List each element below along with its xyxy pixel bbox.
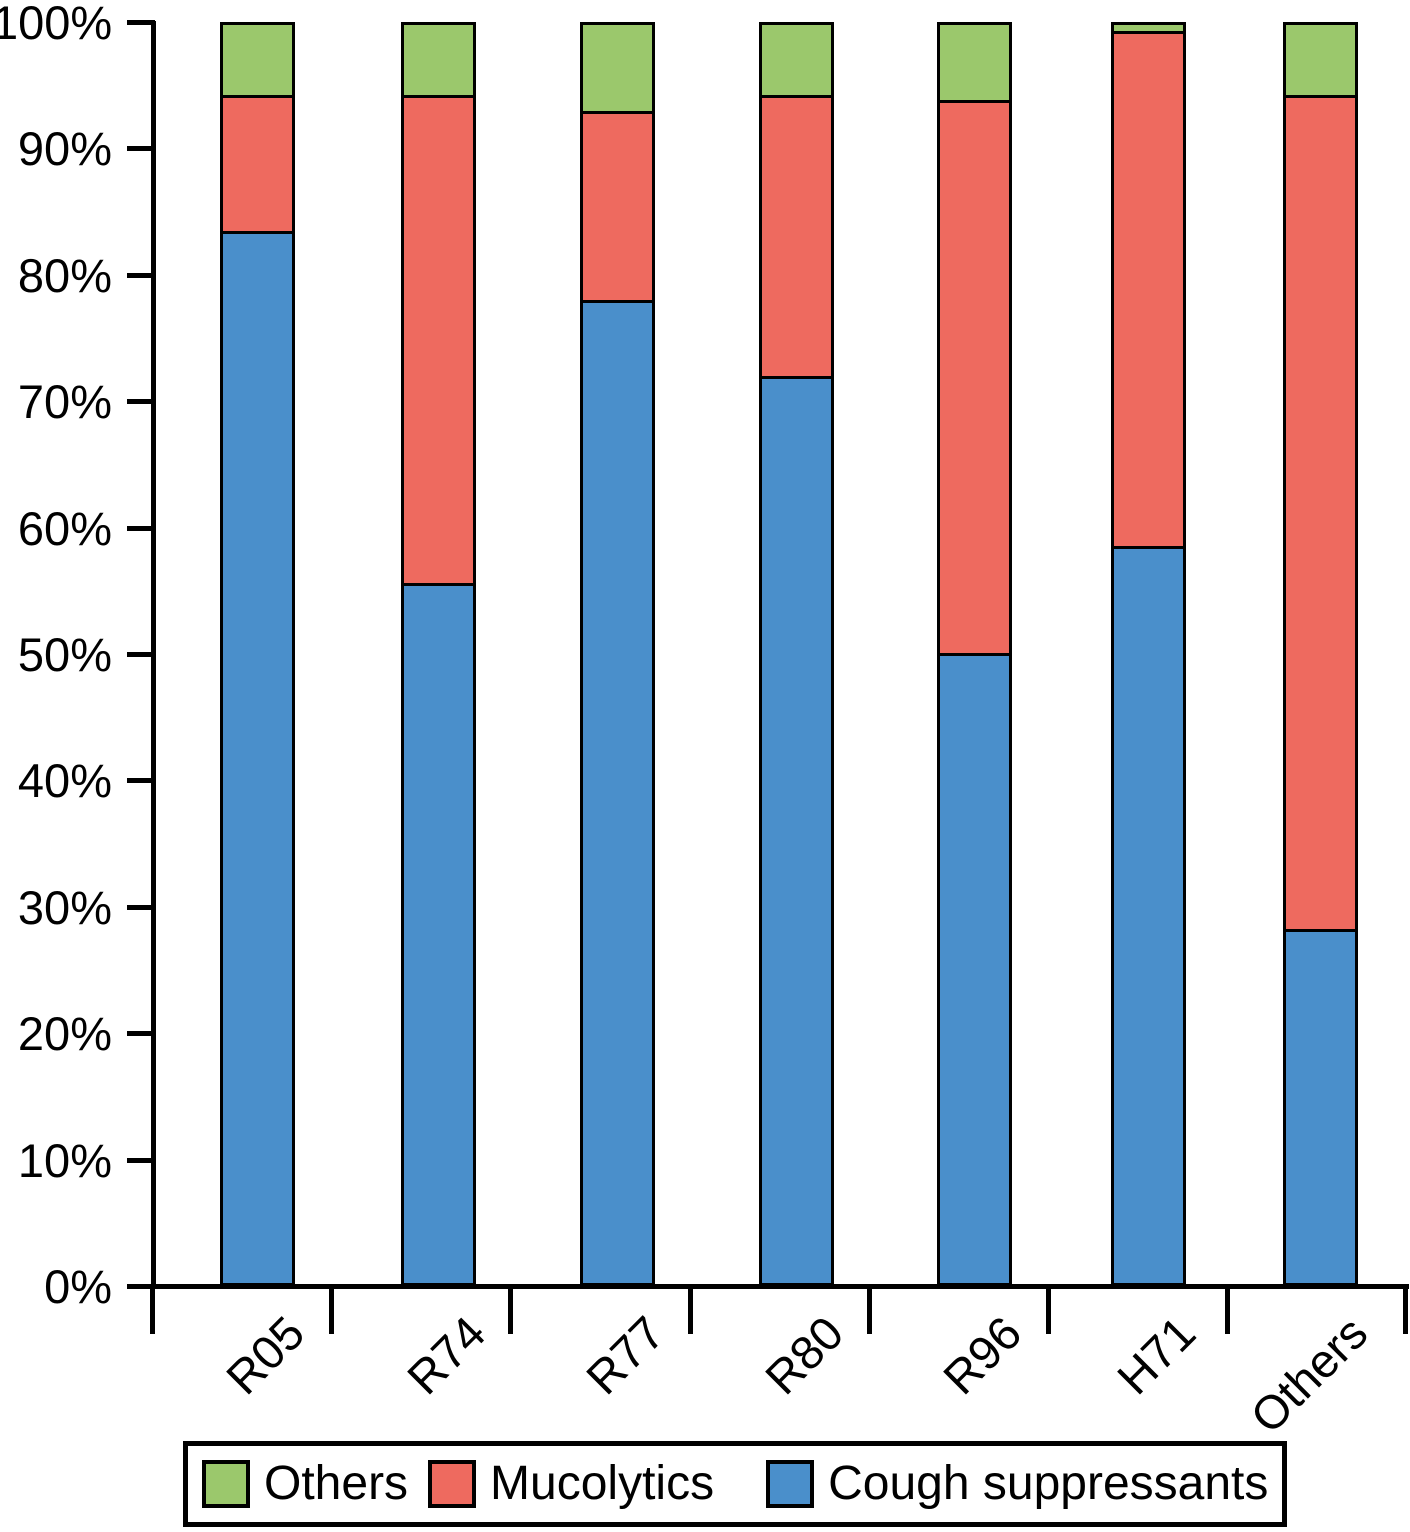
- bar-segment-mucolytics: [939, 103, 1009, 653]
- legend-label-others: Others: [264, 1457, 409, 1510]
- y-axis-tick: [127, 399, 155, 405]
- y-axis-tick: [127, 525, 155, 531]
- y-tick-label: 30%: [17, 880, 112, 934]
- bar-segment-others: [222, 25, 292, 96]
- legend-item-mucolytics: Mucolytics: [428, 1460, 714, 1508]
- bar-r77: [579, 22, 655, 1286]
- y-tick-label: 100%: [0, 0, 113, 49]
- cough-suppressants-color-swatch: [766, 1460, 815, 1508]
- bar-segment-cough-suppressants: [403, 585, 473, 1283]
- x-axis-tick: [1046, 1286, 1051, 1334]
- y-tick-label: 40%: [17, 754, 112, 808]
- bar-segment-mucolytics: [1113, 34, 1183, 547]
- y-axis-tick: [127, 272, 155, 278]
- x-axis-tick: [1225, 1286, 1230, 1334]
- y-axis-tick: [127, 20, 155, 25]
- legend-label-cough-suppressants: Cough suppressants: [828, 1457, 1269, 1510]
- legend: Others Mucolytics Cough suppressants: [183, 1441, 1287, 1527]
- bar-segment-mucolytics: [403, 98, 473, 583]
- y-tick-label: 0%: [44, 1260, 112, 1313]
- bar-segment-others: [403, 25, 473, 96]
- y-tick-label: 80%: [17, 248, 112, 302]
- x-axis-line: [151, 1284, 1409, 1289]
- x-axis-tick: [329, 1286, 334, 1334]
- y-axis-tick: [127, 652, 155, 657]
- x-axis-tick: [508, 1286, 513, 1334]
- x-axis-tick: [1403, 1286, 1408, 1334]
- others-color-swatch: [202, 1460, 250, 1508]
- x-axis-tick: [150, 1286, 155, 1334]
- y-tick-label: 20%: [17, 1007, 112, 1061]
- y-tick-label: 70%: [17, 375, 112, 429]
- bar-segment-others: [1113, 25, 1183, 32]
- legend-item-cough-suppressants: Cough suppressants: [766, 1460, 1268, 1508]
- x-axis-tick: [688, 1286, 693, 1334]
- y-axis-tick: [127, 1157, 155, 1163]
- legend-label-mucolytics: Mucolytics: [490, 1457, 715, 1510]
- bar-r74: [400, 22, 476, 1286]
- bar-h71: [1110, 22, 1186, 1286]
- y-axis-tick: [127, 778, 155, 784]
- legend-item-others: Others: [202, 1460, 408, 1508]
- bar-others: [1282, 22, 1358, 1286]
- bar-segment-mucolytics: [582, 114, 652, 300]
- bar-segment-others: [761, 25, 831, 96]
- bar-segment-mucolytics: [222, 98, 292, 231]
- bar-segment-mucolytics: [761, 98, 831, 377]
- x-axis-tick: [867, 1286, 872, 1334]
- y-axis-tick: [127, 1284, 155, 1289]
- bar-segment-others: [939, 25, 1009, 101]
- bar-segment-cough-suppressants: [939, 655, 1009, 1283]
- bar-segment-mucolytics: [1285, 98, 1355, 930]
- y-tick-label: 90%: [17, 122, 112, 176]
- bar-segment-others: [582, 25, 652, 112]
- bar-segment-cough-suppressants: [582, 302, 652, 1283]
- bar-r05: [219, 22, 295, 1286]
- bar-segment-cough-suppressants: [1113, 549, 1183, 1283]
- y-axis-tick: [127, 1031, 155, 1037]
- y-tick-label: 60%: [17, 501, 112, 555]
- bar-segment-cough-suppressants: [761, 379, 831, 1283]
- bar-segment-others: [1285, 25, 1355, 96]
- y-axis-tick: [127, 904, 155, 910]
- mucolytics-color-swatch: [428, 1460, 477, 1508]
- y-tick-label: 50%: [17, 628, 112, 681]
- y-tick-label: 10%: [17, 1133, 112, 1187]
- y-axis-tick: [127, 146, 155, 152]
- bar-r80: [758, 22, 834, 1286]
- bar-segment-cough-suppressants: [1285, 932, 1355, 1283]
- bar-r96: [936, 22, 1012, 1286]
- bar-segment-cough-suppressants: [222, 233, 292, 1283]
